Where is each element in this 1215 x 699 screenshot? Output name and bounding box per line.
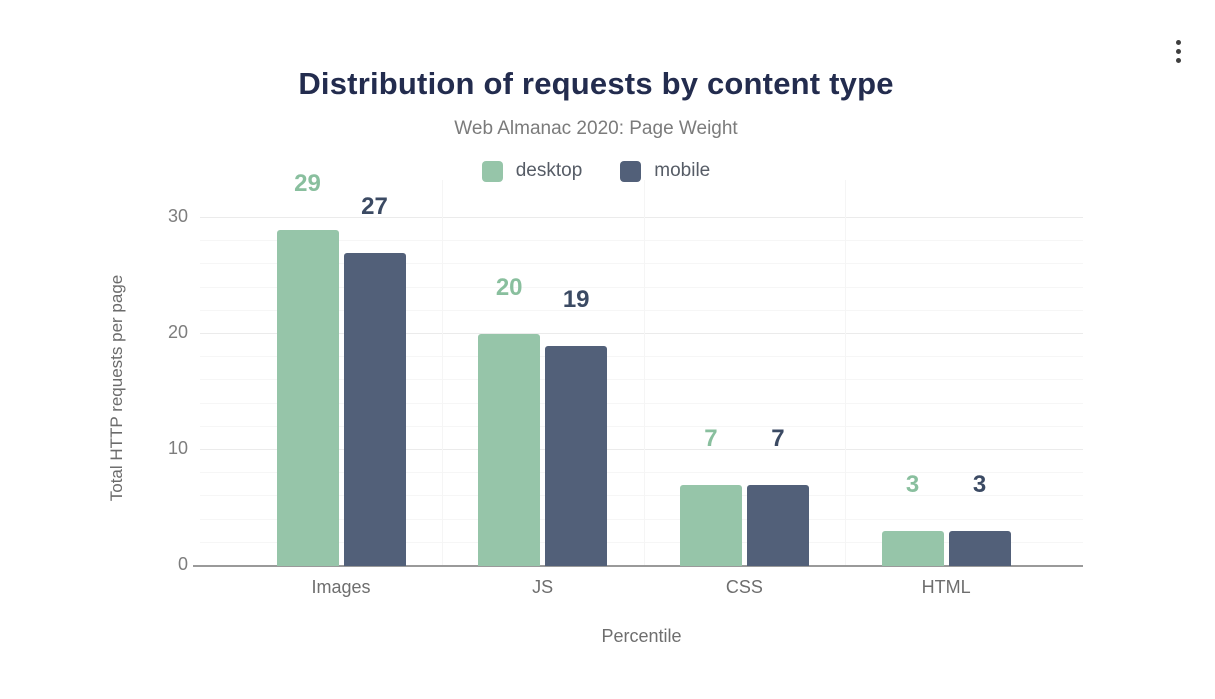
category-separator (441, 180, 443, 566)
bar-desktop-js[interactable] (478, 334, 541, 566)
bar-mobile-css[interactable] (746, 484, 809, 566)
bar-value-label: 3 (972, 471, 987, 499)
x-tick-label: JS (532, 577, 554, 597)
gridline (200, 240, 1083, 242)
gridline (200, 495, 1083, 497)
gridline (200, 449, 1083, 450)
plot-area: 0 10 20 30 29 27 Images 20 19 JS 7 7 CSS 3 3 HTML (168, 170, 1083, 597)
bar-value-label: 29 (294, 169, 321, 197)
bar-mobile-images[interactable] (343, 252, 406, 566)
bar-desktop-images[interactable] (276, 229, 339, 566)
bar-value-label: 3 (905, 471, 920, 499)
gridline (200, 356, 1083, 358)
y-axis-title: Total HTTP requests per page (107, 274, 126, 502)
gridline (200, 286, 1083, 288)
legend-item-mobile[interactable]: mobile (620, 160, 710, 182)
gridline (200, 379, 1083, 381)
bar-value-label: 19 (562, 285, 590, 313)
gridline (200, 263, 1083, 265)
kebab-menu-button[interactable] (1168, 33, 1188, 69)
gridline (200, 309, 1083, 311)
x-tick-label: Images (311, 577, 371, 597)
y-tick-label: 10 (167, 438, 188, 458)
bar-desktop-html[interactable] (881, 531, 944, 566)
y-tick-label: 0 (177, 554, 188, 574)
gridline (200, 402, 1083, 404)
category-separator (643, 180, 645, 566)
gridline (200, 425, 1083, 427)
x-tick-label: CSS (725, 577, 763, 597)
gridline (200, 518, 1083, 520)
bar-value-label: 27 (361, 192, 388, 220)
legend-swatch-icon (481, 160, 503, 182)
category-separator (845, 180, 847, 566)
bar-desktop-css[interactable] (679, 484, 742, 566)
gridline (200, 541, 1083, 543)
bar-mobile-html[interactable] (948, 531, 1011, 566)
bar-value-label: 7 (704, 424, 718, 452)
bar-value-label: 20 (495, 274, 523, 301)
kebab-dot-icon (1175, 39, 1181, 45)
y-tick-label: 30 (167, 206, 188, 226)
x-axis-title: Percentile (601, 626, 682, 646)
gridline (200, 333, 1083, 334)
chart-legend: desktop mobile (0, 160, 1192, 182)
bar-mobile-js[interactable] (545, 345, 608, 566)
x-tick-label: HTML (921, 577, 971, 597)
y-tick-label: 20 (167, 322, 188, 342)
gridline (200, 217, 1083, 218)
gridline (200, 472, 1083, 474)
x-axis-line (193, 565, 1083, 567)
chart-title: Distribution of requests by content type (298, 66, 894, 101)
legend-swatch-icon (620, 160, 642, 182)
chart-subtitle: Web Almanac 2020: Page Weight (454, 118, 738, 139)
bar-value-label: 7 (771, 424, 785, 452)
kebab-dot-icon (1175, 57, 1181, 63)
legend-item-desktop[interactable]: desktop (481, 160, 583, 182)
kebab-dot-icon (1175, 48, 1181, 54)
legend-label: mobile (654, 160, 711, 181)
legend-label: desktop (515, 160, 583, 181)
